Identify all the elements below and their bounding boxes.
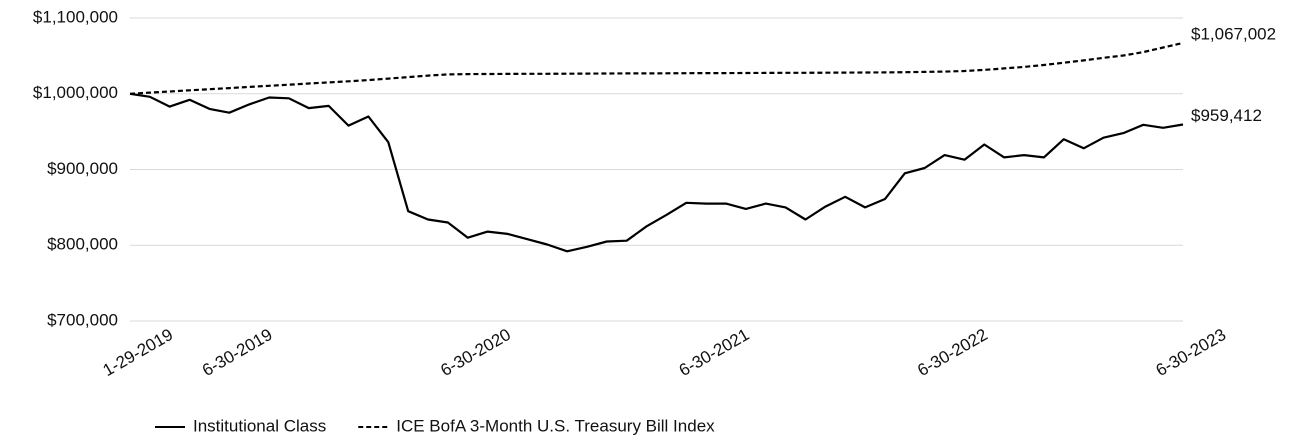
x-tick-label: 6-30-2019 [199, 325, 276, 380]
y-tick-label: $1,000,000 [33, 83, 118, 102]
series-line [129, 92, 1184, 253]
data-label: $1,067,002 [1191, 24, 1276, 43]
y-tick-label: $700,000 [47, 310, 118, 329]
y-tick-label: $800,000 [47, 235, 118, 254]
legend-label: Institutional Class [193, 416, 326, 435]
x-tick-label: 6-30-2022 [914, 325, 991, 380]
x-tick-label: 6-30-2023 [1153, 325, 1230, 380]
y-tick-label: $1,100,000 [33, 7, 118, 26]
x-tick-label: 1-29-2019 [100, 325, 177, 380]
x-tick-label: 6-30-2020 [437, 325, 514, 380]
x-tick-label: 6-30-2021 [676, 325, 753, 380]
legend-label: ICE BofA 3-Month U.S. Treasury Bill Inde… [396, 416, 715, 435]
data-label: $959,412 [1191, 106, 1262, 125]
y-tick-label: $900,000 [47, 159, 118, 178]
series-line [129, 41, 1184, 95]
